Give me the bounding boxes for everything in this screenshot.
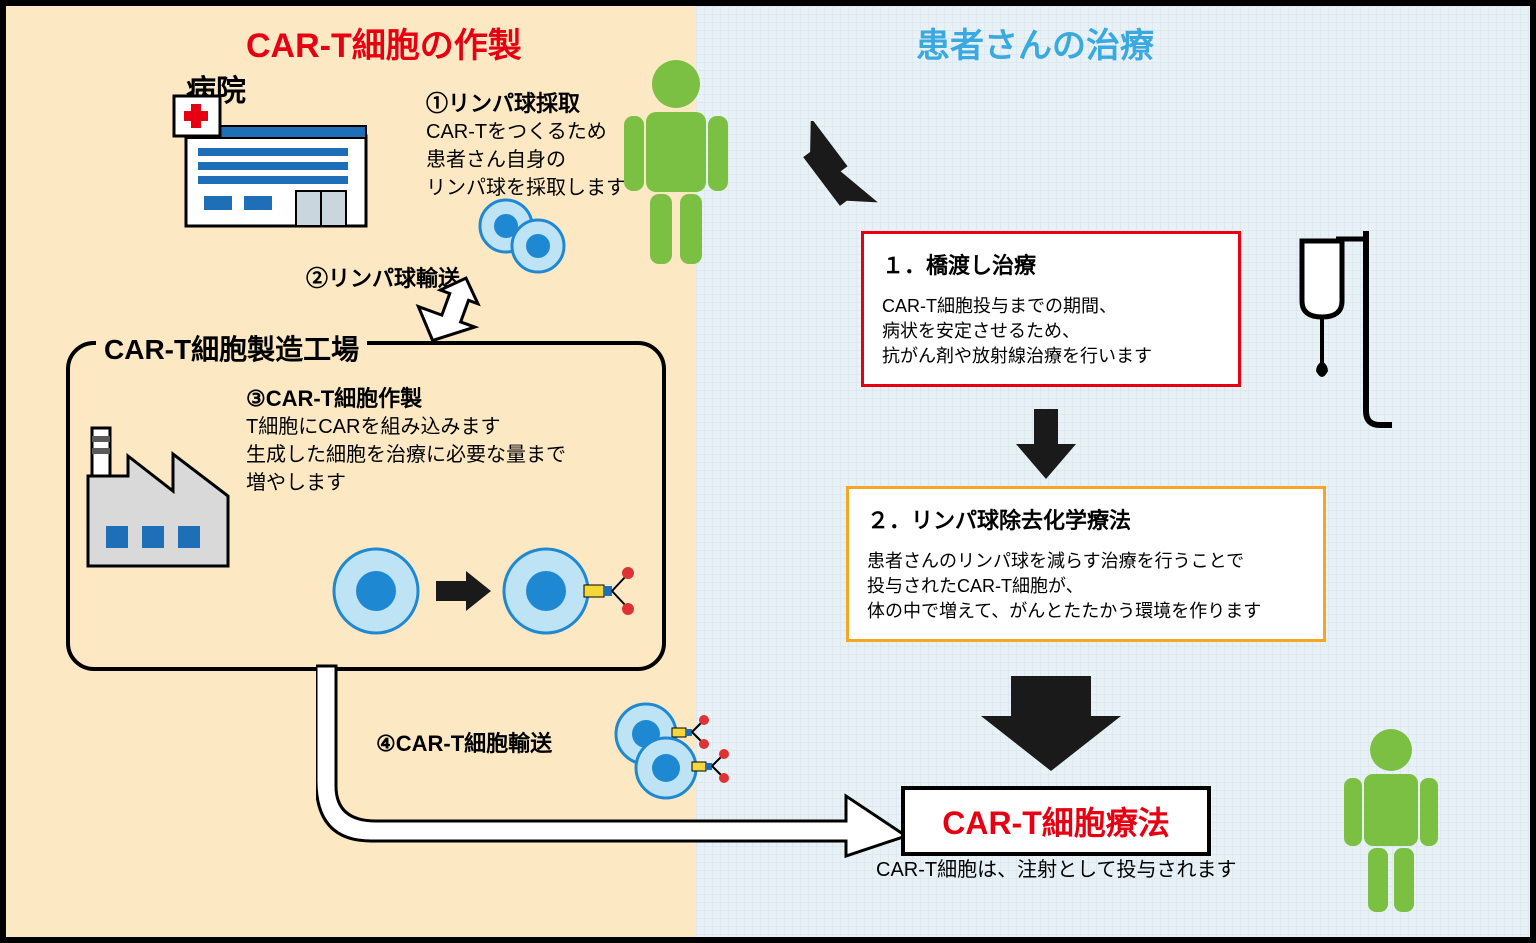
box1-desc: CAR-T細胞投与までの期間、 病状を安定させるため、 抗がん剤や放射線治療を行… xyxy=(882,294,1220,370)
box2-title: ２．リンパ球除去化学療法 xyxy=(867,503,1305,535)
final-desc: CAR-T細胞は、注射として投与されます xyxy=(876,856,1237,884)
box1-title: １．橋渡し治療 xyxy=(882,248,1220,280)
step3-title: ③CAR-T細胞作製 xyxy=(246,381,656,413)
arrow-down-3 xyxy=(971,671,1131,781)
factory-icon xyxy=(78,396,238,576)
arrow-down-2 xyxy=(1006,404,1086,484)
cells-icon-1 xyxy=(476,196,576,276)
step3-desc: T細胞にCARを組み込みます 生成した細胞を治療に必要な量まで 増やします xyxy=(246,413,656,497)
final-box: CAR-T細胞療法 xyxy=(901,786,1211,856)
arrow-hollow-down xyxy=(414,271,494,351)
person-icon-top xyxy=(616,56,736,276)
iv-drip-icon xyxy=(1266,221,1396,431)
cart-transform-icon xyxy=(326,536,636,646)
hospital-icon xyxy=(166,86,386,246)
step3-block: ③CAR-T細胞作製 T細胞にCARを組み込みます 生成した細胞を治療に必要な量… xyxy=(246,381,656,497)
arrow-down-1 xyxy=(776,121,916,231)
arrow-transport-right xyxy=(316,646,916,866)
box-bridge-therapy: １．橋渡し治療 CAR-T細胞投与までの期間、 病状を安定させるため、 抗がん剤… xyxy=(861,231,1241,387)
left-title: CAR-T細胞の作製 xyxy=(246,18,522,67)
box2-desc: 患者さんのリンパ球を減らす治療を行うことで 投与されたCAR-T細胞が、 体の中… xyxy=(867,549,1305,625)
factory-label: CAR-T細胞製造工場 xyxy=(96,328,367,368)
box-lymphodepletion: ２．リンパ球除去化学療法 患者さんのリンパ球を減らす治療を行うことで 投与された… xyxy=(846,486,1326,642)
right-title: 患者さんの治療 xyxy=(916,18,1154,67)
person-icon-bottom xyxy=(1336,726,1446,926)
final-title: CAR-T細胞療法 xyxy=(921,798,1191,844)
